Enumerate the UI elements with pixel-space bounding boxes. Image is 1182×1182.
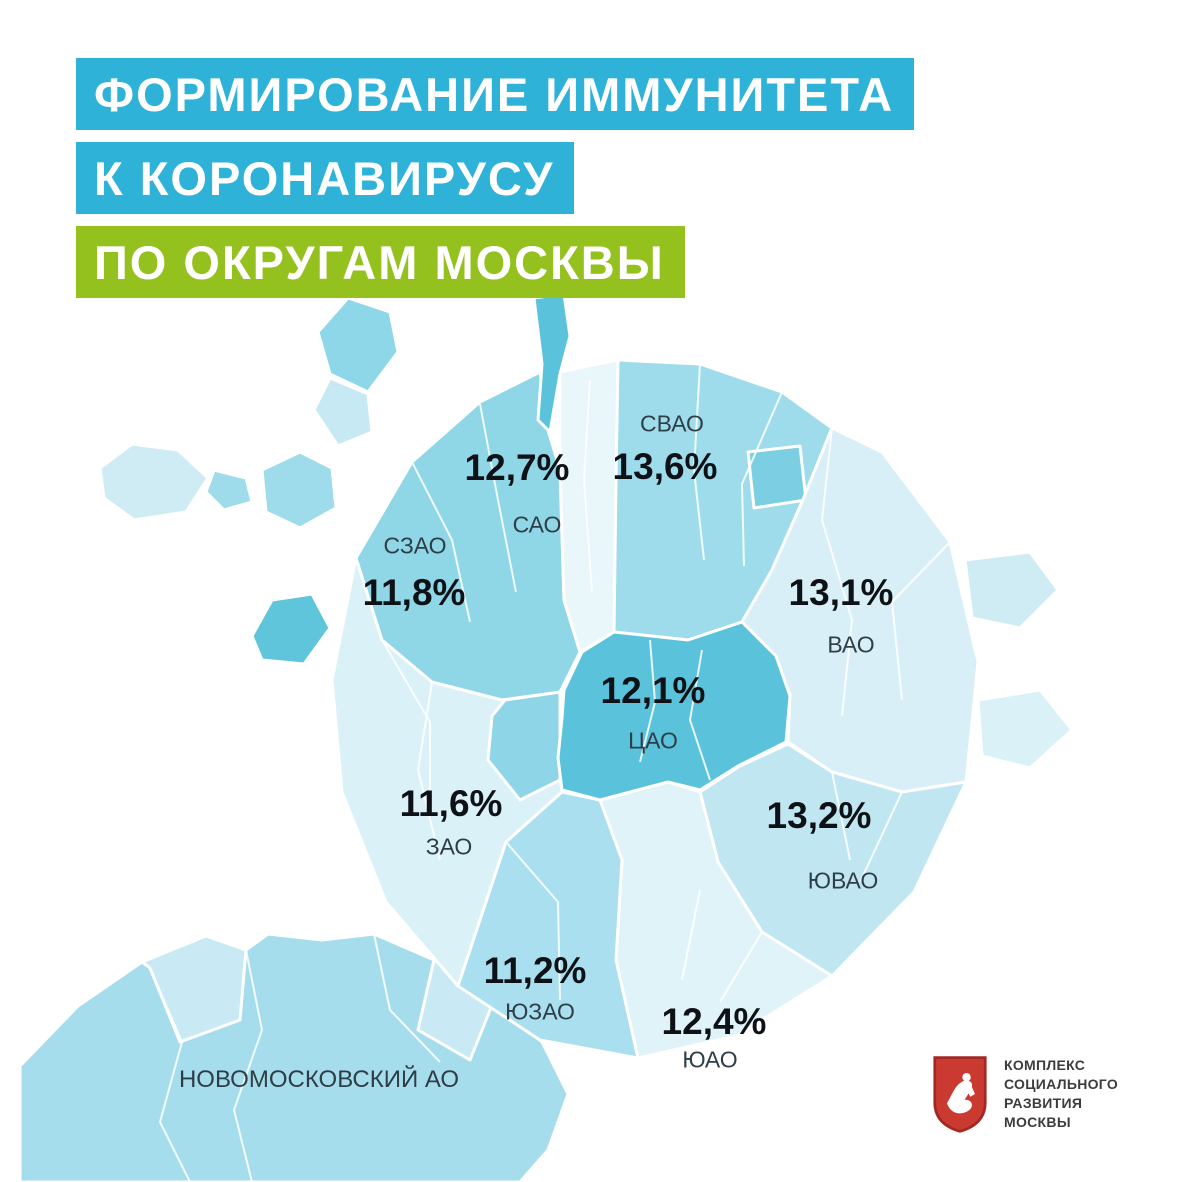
logo-text-line-3: РАЗВИТИЯ (1004, 1095, 1083, 1111)
region-cao (556, 620, 792, 802)
district-value-vao: 13,1% (788, 572, 894, 613)
region-uzao (456, 790, 640, 1060)
title-line-2: К КОРОНАВИРУСУ (76, 142, 575, 214)
boundary-line (891, 541, 951, 701)
boundary-line (583, 379, 593, 593)
boundary-line (831, 771, 851, 861)
logo-block: КОМПЛЕКС СОЦИАЛЬНОГО РАЗВИТИЯ МОСКВЫ (932, 1052, 1118, 1136)
district-name-uao: ЮАО (682, 1046, 738, 1073)
region-zelenograd-south (312, 376, 374, 448)
district-name-vao: ВАО (827, 631, 875, 658)
boundary-line (821, 427, 853, 717)
district-name-uvao: ЮВАО (807, 867, 879, 894)
logo-text-line-2: СОЦИАЛЬНОГО (1004, 1076, 1119, 1092)
boundary-line (719, 931, 763, 1003)
district-name-novomoskovsky: НОВОМОСКОВСКИЙ АО (178, 1066, 460, 1093)
district-value-sao: 12,7% (464, 447, 570, 488)
district-value-uao: 12,4% (661, 1001, 767, 1042)
district-name-cao: ЦАО (628, 727, 678, 754)
boundary-line (373, 933, 441, 1063)
region-west-exclave-3 (260, 450, 338, 530)
boundary-line (689, 649, 711, 781)
boundary-line (859, 791, 903, 883)
boundary-line (505, 841, 561, 1001)
boundary-line (693, 363, 705, 561)
district-value-svao: 13,6% (612, 446, 718, 487)
region-west-exclave-2 (204, 468, 254, 512)
district-name-sao: САО (512, 511, 562, 538)
boundary-line (149, 967, 191, 1182)
logo-text-line-1: КОМПЛЕКС (1004, 1057, 1086, 1073)
region-vao (740, 426, 980, 794)
district-name-szao: СЗАО (383, 532, 447, 559)
title-line-3: ПО ОКРУГАМ МОСКВЫ (76, 226, 685, 298)
boundary-line (681, 889, 701, 981)
district-value-szao: 11,8% (362, 572, 466, 613)
logo-text: КОМПЛЕКС СОЦИАЛЬНОГО РАЗВИТИЯ МОСКВЫ (1004, 1056, 1118, 1132)
logo-text-line-4: МОСКВЫ (1004, 1114, 1071, 1130)
district-value-uvao: 13,2% (766, 795, 872, 836)
boundary-line (417, 681, 441, 861)
district-value-uzao: 11,2% (483, 950, 587, 991)
boundary-line (381, 639, 431, 800)
boundary-line (411, 461, 471, 623)
region-east-exclave-1 (963, 550, 1060, 630)
moscow-coat-of-arms-icon (933, 1056, 987, 1133)
region-west-exclave-1 (98, 442, 210, 522)
district-value-zao: 11,6% (399, 783, 503, 824)
region-east-exclave-2 (976, 688, 1074, 770)
region-mitino-blob (250, 592, 332, 666)
title-block: ФОРМИРОВАНИЕ ИММУНИТЕТА К КОРОНАВИРУСУ П… (76, 58, 915, 310)
region-svao-dark-patch (746, 444, 808, 510)
region-canal (532, 292, 572, 434)
boundary-line (639, 639, 656, 763)
district-name-zao: ЗАО (425, 833, 473, 860)
boundary-line (741, 391, 783, 567)
boundary-line (233, 949, 263, 1182)
title-line-1: ФОРМИРОВАНИЕ ИММУНИТЕТА (76, 58, 915, 130)
boundary-line (479, 403, 517, 593)
district-name-uzao: ЮЗАО (505, 998, 575, 1025)
region-zelenograd (316, 296, 400, 394)
district-value-cao: 12,1% (600, 670, 706, 711)
district-name-svao: СВАО (640, 410, 704, 437)
